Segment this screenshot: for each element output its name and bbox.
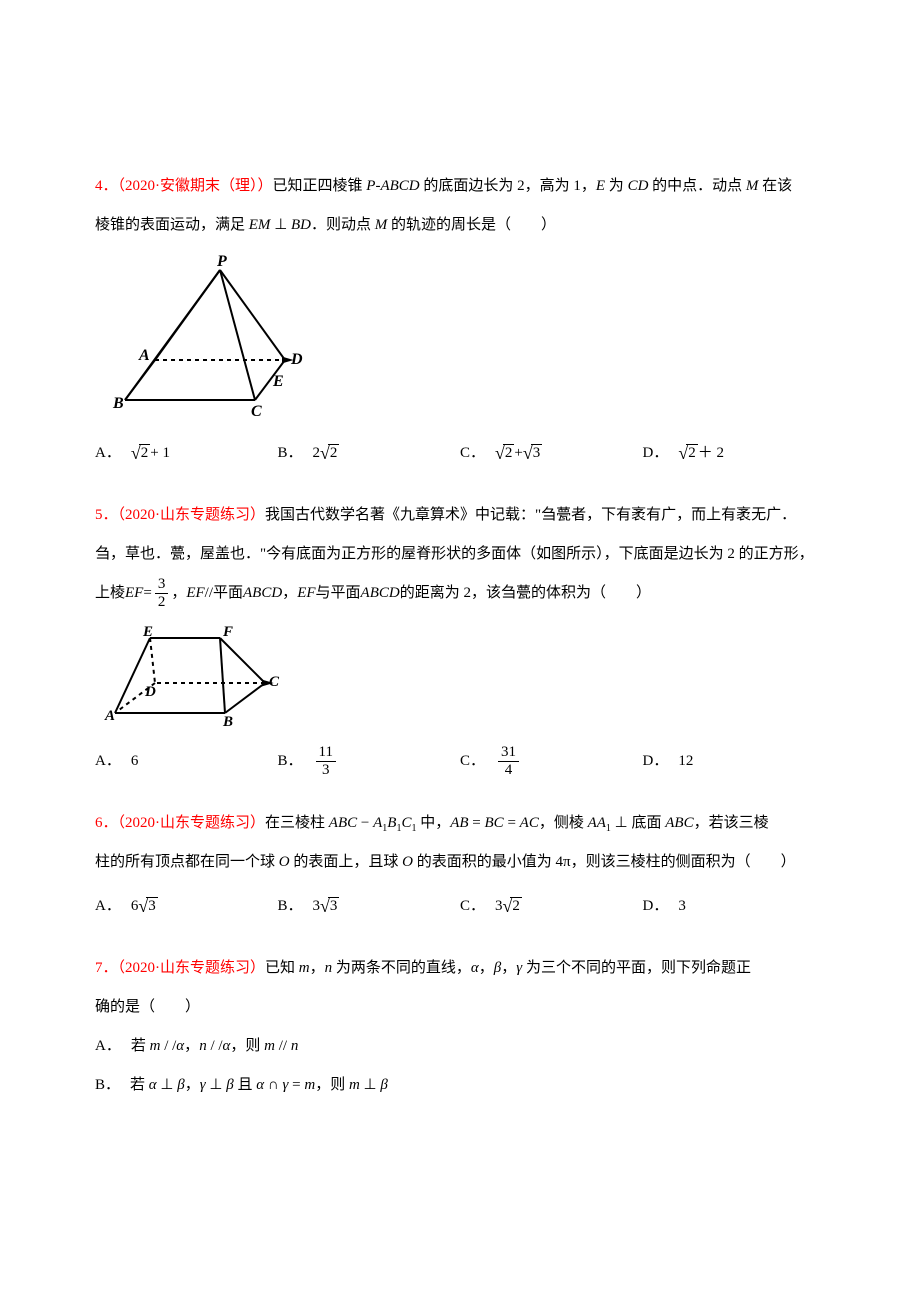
q7-number: 7． xyxy=(95,960,118,976)
svg-text:C: C xyxy=(251,403,262,420)
page-content: 4．（2020·安徽期末（理））已知正四棱锥 P-ABCD 的底面边长为 2，高… xyxy=(0,0,920,1187)
q6-options: A． 6√3 B． 3√3 C． 3√2 D． 3 xyxy=(95,885,825,927)
q4-option-c: C． √2 + √3 xyxy=(460,432,643,474)
sqrt-icon: √3 xyxy=(320,897,339,915)
q5-option-d: D． 12 xyxy=(643,740,826,782)
svg-text:P: P xyxy=(216,253,227,270)
q6-option-c: C． 3√2 xyxy=(460,885,643,927)
q4-source: （2020·安徽期末（理）） xyxy=(118,178,273,194)
q5-source: （2020·山东专题练习） xyxy=(118,507,266,523)
q6-stem-line2: 柱的所有顶点都在同一个球 O 的表面上，且球 O 的表面积的最小值为 4π，则该… xyxy=(95,846,825,879)
q6-number: 6． xyxy=(95,815,118,831)
svg-text:D: D xyxy=(290,351,303,368)
svg-text:E: E xyxy=(272,373,284,390)
q6-option-d: D． 3 xyxy=(643,885,826,927)
q5-number: 5． xyxy=(95,507,118,523)
q4-option-a: A． √2 + 1 xyxy=(95,432,278,474)
svg-text:F: F xyxy=(222,624,233,640)
q4-stem-line2: 棱锥的表面运动，满足 EM ⊥ BD．则动点 M 的轨迹的周长是（ ） xyxy=(95,209,825,242)
q5-figure: E F A B C D xyxy=(95,618,825,728)
question-5: 5．（2020·山东专题练习）我国古代数学名著《九章算术》中记载："刍甍者，下有… xyxy=(95,499,825,782)
sqrt-icon: √2 xyxy=(320,444,339,462)
q4-stem: 4．（2020·安徽期末（理））已知正四棱锥 P-ABCD 的底面边长为 2，高… xyxy=(95,170,825,203)
q6-option-a: A． 6√3 xyxy=(95,885,278,927)
svg-text:D: D xyxy=(144,684,156,700)
q5-stem-line3: 上棱 EF = 32 ，EF//平面 ABCD，EF 与平面 ABCD 的距离为… xyxy=(95,577,825,610)
sqrt-icon: √2 xyxy=(678,444,697,462)
q5-stem-line2: 刍，草也．甍，屋盖也．"今有底面为正方形的屋脊形状的多面体（如图所示），下底面是… xyxy=(95,538,825,571)
q5-option-c: C． 314 xyxy=(460,740,643,782)
svg-text:C: C xyxy=(269,674,280,690)
sqrt-icon: √2 xyxy=(495,444,514,462)
fraction: 113 xyxy=(316,745,336,778)
q5-options: A． 6 B． 113 C． 314 D． 12 xyxy=(95,740,825,782)
svg-text:B: B xyxy=(112,395,124,412)
q6-stem: 6．（2020·山东专题练习）在三棱柱 ABC − A1B1C1 中，AB = … xyxy=(95,807,825,840)
svg-text:A: A xyxy=(138,347,150,364)
q5-option-b: B． 113 xyxy=(278,740,461,782)
q7-stem-line2: 确的是（ ） xyxy=(95,991,825,1024)
q4-option-b: B． 2√2 xyxy=(278,432,461,474)
q4-option-d: D． √2 ＋ 2 xyxy=(643,432,826,474)
q5-stem: 5．（2020·山东专题练习）我国古代数学名著《九章算术》中记载："刍甍者，下有… xyxy=(95,499,825,532)
svg-text:B: B xyxy=(222,714,233,728)
sqrt-icon: √2 xyxy=(503,897,522,915)
question-7: 7．（2020·山东专题练习）已知 m，n 为两条不同的直线，α，β，γ 为三个… xyxy=(95,952,825,1102)
q4-figure: P A B C D E xyxy=(95,250,825,420)
q4-number: 4． xyxy=(95,178,118,194)
svg-text:E: E xyxy=(142,624,153,640)
q7-option-a: A．若 m / /α，n / /α，则 m // n xyxy=(95,1030,825,1063)
q6-source: （2020·山东专题练习） xyxy=(118,815,266,831)
q7-stem: 7．（2020·山东专题练习）已知 m，n 为两条不同的直线，α，β，γ 为三个… xyxy=(95,952,825,985)
sqrt-icon: √3 xyxy=(138,897,157,915)
fraction: 314 xyxy=(498,745,519,778)
q5-option-a: A． 6 xyxy=(95,740,278,782)
sqrt-icon: √3 xyxy=(523,444,542,462)
fraction: 32 xyxy=(155,577,169,610)
q4-options: A． √2 + 1 B． 2√2 C． √2 + √3 D． √2 ＋ 2 xyxy=(95,432,825,474)
question-4: 4．（2020·安徽期末（理））已知正四棱锥 P-ABCD 的底面边长为 2，高… xyxy=(95,170,825,474)
q6-option-b: B． 3√3 xyxy=(278,885,461,927)
q7-option-b: B．若 α ⊥ β，γ ⊥ β 且 α ∩ γ = m，则 m ⊥ β xyxy=(95,1069,825,1102)
svg-text:A: A xyxy=(104,708,115,724)
question-6: 6．（2020·山东专题练习）在三棱柱 ABC − A1B1C1 中，AB = … xyxy=(95,807,825,927)
q7-source: （2020·山东专题练习） xyxy=(118,960,266,976)
sqrt-icon: √2 xyxy=(131,444,150,462)
